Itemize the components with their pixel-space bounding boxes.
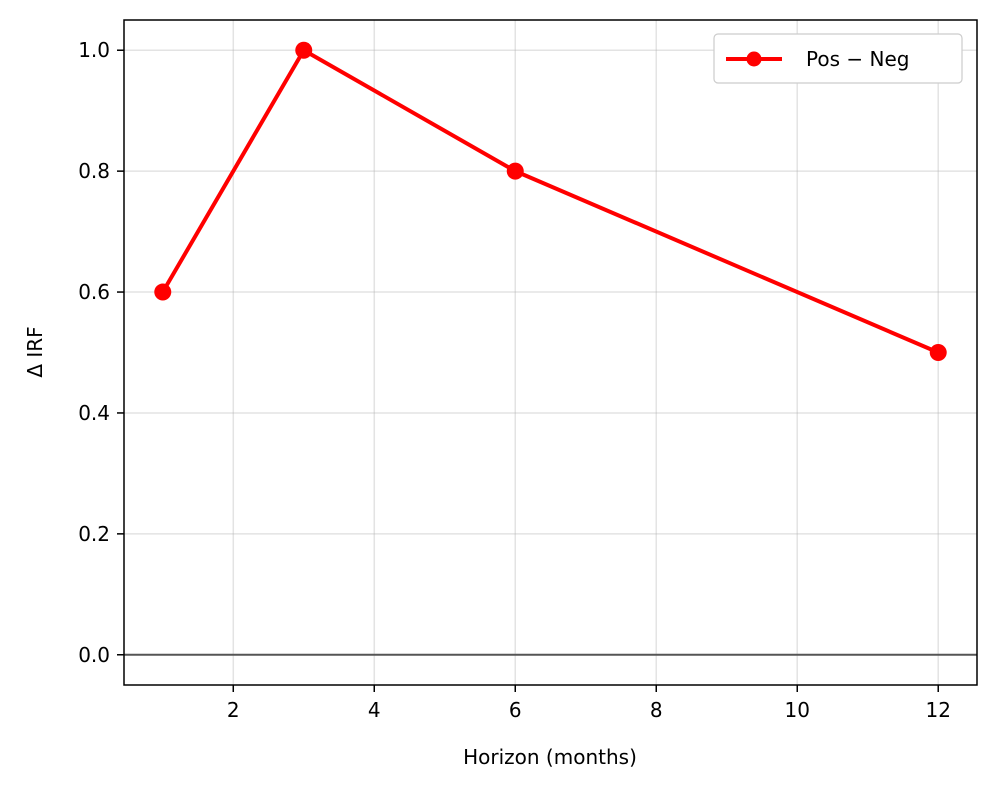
series-layer [154,41,947,361]
x-axis-title: Horizon (months) [463,745,637,769]
data-point [295,41,313,59]
x-tick-label: 8 [650,698,663,722]
y-tick-label: 0.6 [78,280,110,304]
x-tick-label: 4 [368,698,381,722]
data-point [506,162,524,180]
legend-marker-swatch [746,51,762,67]
x-tick-label: 2 [227,698,240,722]
x-tick-label: 12 [926,698,951,722]
y-tick-label: 0.0 [78,643,110,667]
y-tick-label: 0.8 [78,159,110,183]
y-tick-label: 1.0 [78,38,110,62]
x-tick-label: 10 [785,698,810,722]
series-line [161,48,940,355]
data-point [154,283,172,301]
y-tick-label: 0.4 [78,401,110,425]
y-axis-title: Δ IRF [23,326,47,377]
legend: Pos − Neg [713,33,963,84]
legend-label: Pos − Neg [806,47,909,71]
legend-box [713,33,963,84]
x-tick-label: 6 [509,698,522,722]
data-point [929,344,947,361]
tick-layer: 2 4 6 8 10 12 0.0 0.2 0.4 0.6 0.8 1.0 [78,38,951,722]
plot-frame [123,19,978,686]
y-tick-label: 0.2 [78,522,110,546]
